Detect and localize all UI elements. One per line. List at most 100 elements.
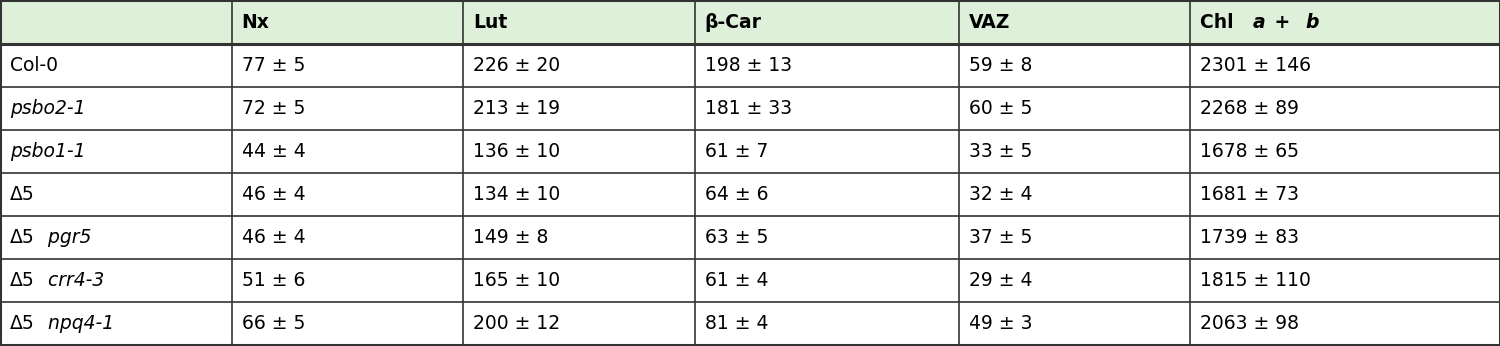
Text: 2268 ± 89: 2268 ± 89	[1200, 99, 1299, 118]
Bar	[0, 0, 231, 44]
Text: 44 ± 4: 44 ± 4	[242, 142, 306, 161]
Bar	[958, 216, 1191, 259]
Text: 59 ± 8: 59 ± 8	[969, 56, 1032, 75]
Bar	[958, 87, 1191, 130]
Bar	[0, 173, 231, 216]
Bar	[0, 87, 231, 130]
Bar	[694, 302, 958, 345]
Text: Lut: Lut	[472, 12, 507, 31]
Bar	[464, 87, 694, 130]
Text: npq4-1: npq4-1	[42, 314, 114, 333]
Text: 60 ± 5: 60 ± 5	[969, 99, 1032, 118]
Text: β-Car: β-Car	[705, 12, 762, 31]
Bar	[0, 216, 231, 259]
Text: 37 ± 5: 37 ± 5	[969, 228, 1032, 247]
Text: b: b	[1305, 12, 1318, 31]
Text: Δ5: Δ5	[10, 185, 34, 204]
Bar	[464, 259, 694, 302]
Text: psbo2-1: psbo2-1	[10, 99, 86, 118]
Bar	[1191, 87, 1500, 130]
Bar	[694, 259, 958, 302]
Text: 33 ± 5: 33 ± 5	[969, 142, 1032, 161]
Bar	[231, 130, 464, 173]
Bar	[231, 44, 464, 87]
Bar	[231, 259, 464, 302]
Bar	[958, 173, 1191, 216]
Bar	[464, 216, 694, 259]
Bar	[694, 44, 958, 87]
Text: 136 ± 10: 136 ± 10	[472, 142, 561, 161]
Bar	[231, 0, 464, 44]
Bar	[0, 259, 231, 302]
Text: 149 ± 8: 149 ± 8	[472, 228, 549, 247]
Bar	[1191, 302, 1500, 345]
Bar	[1191, 0, 1500, 44]
Text: 213 ± 19: 213 ± 19	[472, 99, 561, 118]
Text: 66 ± 5: 66 ± 5	[242, 314, 304, 333]
Text: 77 ± 5: 77 ± 5	[242, 56, 304, 75]
Bar	[694, 173, 958, 216]
Bar	[694, 0, 958, 44]
Bar	[1191, 130, 1500, 173]
Bar	[694, 87, 958, 130]
Bar	[464, 302, 694, 345]
Text: 2063 ± 98: 2063 ± 98	[1200, 314, 1299, 333]
Text: 63 ± 5: 63 ± 5	[705, 228, 768, 247]
Text: 1681 ± 73: 1681 ± 73	[1200, 185, 1299, 204]
Text: 61 ± 7: 61 ± 7	[705, 142, 768, 161]
Bar	[0, 130, 231, 173]
Bar	[958, 130, 1191, 173]
Text: 81 ± 4: 81 ± 4	[705, 314, 768, 333]
Text: 1815 ± 110: 1815 ± 110	[1200, 271, 1311, 290]
Text: pgr5: pgr5	[42, 228, 92, 247]
Text: 29 ± 4: 29 ± 4	[969, 271, 1032, 290]
Text: 134 ± 10: 134 ± 10	[472, 185, 561, 204]
Text: Nx: Nx	[242, 12, 270, 31]
Bar	[464, 173, 694, 216]
Bar	[958, 0, 1191, 44]
Bar	[0, 302, 231, 345]
Text: 181 ± 33: 181 ± 33	[705, 99, 792, 118]
Bar	[1191, 216, 1500, 259]
Text: 1739 ± 83: 1739 ± 83	[1200, 228, 1299, 247]
Bar	[958, 302, 1191, 345]
Bar	[694, 130, 958, 173]
Bar	[464, 44, 694, 87]
Bar	[694, 216, 958, 259]
Text: 226 ± 20: 226 ± 20	[472, 56, 561, 75]
Text: 46 ± 4: 46 ± 4	[242, 228, 304, 247]
Bar	[464, 130, 694, 173]
Text: 49 ± 3: 49 ± 3	[969, 314, 1032, 333]
Text: 64 ± 6: 64 ± 6	[705, 185, 768, 204]
Text: Δ5: Δ5	[10, 271, 34, 290]
Text: 165 ± 10: 165 ± 10	[472, 271, 561, 290]
Bar	[958, 44, 1191, 87]
Text: VAZ: VAZ	[969, 12, 1010, 31]
Text: Δ5: Δ5	[10, 228, 34, 247]
Text: Col-0: Col-0	[10, 56, 58, 75]
Bar	[1191, 173, 1500, 216]
Bar	[958, 259, 1191, 302]
Text: 198 ± 13: 198 ± 13	[705, 56, 792, 75]
Text: 200 ± 12: 200 ± 12	[472, 314, 561, 333]
Text: 61 ± 4: 61 ± 4	[705, 271, 768, 290]
Bar	[464, 0, 694, 44]
Text: Δ5: Δ5	[10, 314, 34, 333]
Text: 72 ± 5: 72 ± 5	[242, 99, 304, 118]
Bar	[1191, 44, 1500, 87]
Text: psbo1-1: psbo1-1	[10, 142, 86, 161]
Text: 1678 ± 65: 1678 ± 65	[1200, 142, 1299, 161]
Bar	[231, 216, 464, 259]
Bar	[0, 44, 231, 87]
Text: +: +	[1269, 12, 1298, 31]
Text: 32 ± 4: 32 ± 4	[969, 185, 1032, 204]
Bar	[1191, 259, 1500, 302]
Text: Chl: Chl	[1200, 12, 1240, 31]
Bar	[231, 173, 464, 216]
Text: 46 ± 4: 46 ± 4	[242, 185, 304, 204]
Text: 2301 ± 146: 2301 ± 146	[1200, 56, 1311, 75]
Text: a: a	[1252, 12, 1264, 31]
Bar	[231, 302, 464, 345]
Text: 51 ± 6: 51 ± 6	[242, 271, 304, 290]
Text: crr4-3: crr4-3	[42, 271, 104, 290]
